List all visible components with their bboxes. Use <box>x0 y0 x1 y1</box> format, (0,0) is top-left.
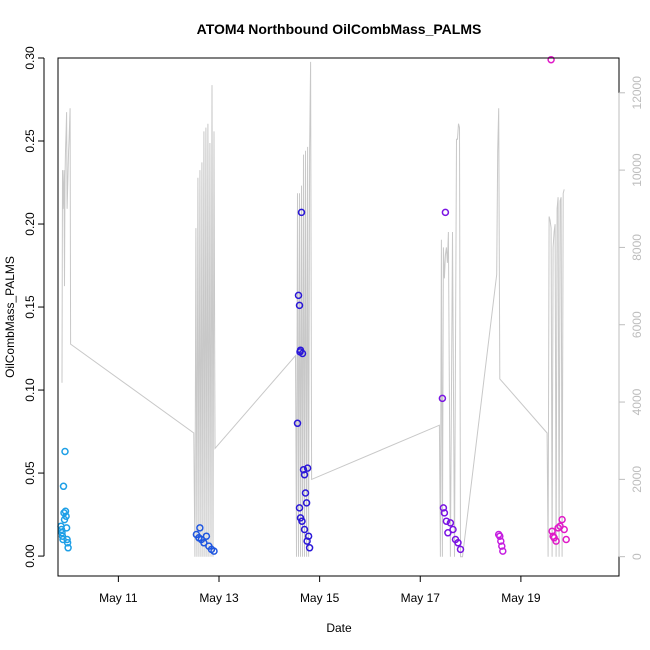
y2-tick-label: 10000 <box>630 153 644 187</box>
y-tick-label: 0.00 <box>23 544 37 568</box>
data-point <box>59 482 68 491</box>
x-tick-label: May 17 <box>401 591 441 605</box>
data-point <box>456 545 465 554</box>
y-tick-label: 0.10 <box>23 378 37 402</box>
data-point <box>444 529 452 537</box>
y2-tick-label: 6000 <box>630 311 644 338</box>
data-point <box>196 524 204 532</box>
data-point <box>63 539 72 547</box>
data-point <box>562 535 570 544</box>
y-tick-label: 0.25 <box>23 129 37 153</box>
data-point <box>498 542 506 550</box>
data-point <box>560 525 568 534</box>
x-axis-label: Date <box>326 621 352 635</box>
x-tick-label: May 15 <box>300 591 340 605</box>
y-tick-label: 0.05 <box>23 461 37 485</box>
y-tick-label: 0.30 <box>23 46 37 70</box>
y-axis: 0.00 0.05 0.10 0.15 0.20 0.25 0.30 <box>23 46 45 568</box>
chart-title: ATOM4 Northbound OilCombMass_PALMS <box>197 21 482 37</box>
y2-tick-label: 12000 <box>630 76 644 110</box>
altitude-trace-line <box>61 61 565 558</box>
data-point <box>61 447 69 456</box>
x-tick-label: May 19 <box>501 591 541 605</box>
data-point <box>499 547 507 555</box>
data-point <box>454 539 462 547</box>
data-point <box>61 507 70 516</box>
data-point <box>300 525 309 534</box>
data-point <box>442 517 451 525</box>
data-points-layer <box>57 55 570 555</box>
data-point <box>449 525 457 534</box>
data-point <box>58 529 66 537</box>
data-point <box>304 532 313 540</box>
data-point <box>293 419 302 428</box>
data-point <box>200 539 208 547</box>
data-point <box>300 470 309 479</box>
data-point <box>64 544 72 552</box>
data-point <box>210 547 218 555</box>
data-point <box>496 532 504 540</box>
data-point <box>302 499 311 507</box>
data-point <box>298 349 307 358</box>
data-point <box>63 535 71 544</box>
data-point <box>303 464 312 472</box>
data-point <box>548 527 556 535</box>
y2-tick-label: 8000 <box>630 234 644 261</box>
x-axis: May 11 May 13 May 15 May 17 May 19 <box>99 575 541 605</box>
data-point <box>297 208 306 217</box>
y-tick-label: 0.15 <box>23 295 37 319</box>
data-point <box>441 208 450 217</box>
data-point <box>438 394 447 403</box>
y2-tick-label: 0 <box>630 553 644 560</box>
y2-axis: 0 2000 4000 6000 8000 10000 12000 <box>618 76 644 560</box>
data-point <box>547 55 555 64</box>
data-point <box>497 537 505 545</box>
altitude-trace-layer <box>61 61 565 558</box>
y2-tick-label: 2000 <box>630 466 644 493</box>
x-tick-label: May 13 <box>199 591 239 605</box>
plot-frame <box>57 57 620 577</box>
data-point <box>439 504 448 512</box>
y-tick-label: 0.20 <box>23 212 37 236</box>
data-point <box>301 489 310 497</box>
data-point <box>552 537 560 545</box>
data-point <box>558 515 566 524</box>
data-point <box>298 517 306 525</box>
data-point <box>440 509 449 517</box>
data-point <box>295 301 304 310</box>
data-point <box>446 519 455 527</box>
x-tick-label: May 11 <box>99 591 138 605</box>
y2-tick-label: 4000 <box>630 388 644 415</box>
data-point <box>202 532 211 540</box>
data-point <box>305 544 314 552</box>
y-axis-label: OilCombMass_PALMS <box>3 256 17 378</box>
data-point <box>299 465 308 474</box>
data-point <box>62 512 70 520</box>
data-point <box>294 291 303 300</box>
data-point <box>62 524 71 532</box>
data-point <box>295 504 304 512</box>
